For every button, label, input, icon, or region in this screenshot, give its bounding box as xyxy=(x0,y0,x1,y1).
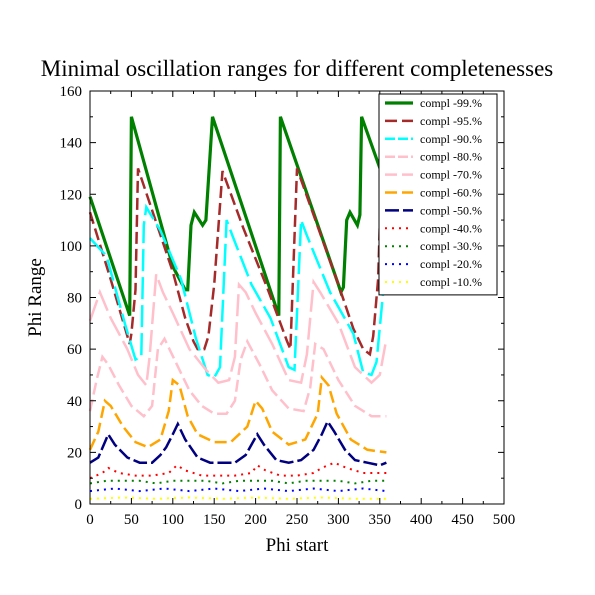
y-tick-label-1: 20 xyxy=(67,445,82,461)
legend-label-3: compl -90.% xyxy=(420,132,482,146)
x-tick-label-10: 500 xyxy=(493,512,516,528)
x-tick-label-4: 200 xyxy=(244,512,267,528)
y-tick-label-8: 160 xyxy=(60,84,83,100)
series-line-11 xyxy=(89,496,387,500)
x-tick-label-7: 350 xyxy=(369,512,392,528)
x-tick-label-2: 100 xyxy=(162,512,185,528)
y-axis-label: Phi Range xyxy=(25,258,46,337)
legend-label-2: compl -95.% xyxy=(420,114,482,128)
legend: compl -99.% compl -95.% compl -90.% compl -… xyxy=(378,93,498,296)
x-tick-label-1: 50 xyxy=(124,512,139,528)
legend-label-8: compl -40.% xyxy=(420,221,482,235)
y-tick-label-6: 120 xyxy=(60,187,83,203)
legend-label-7: compl -50.% xyxy=(420,203,482,217)
y-tick-label-0: 0 xyxy=(75,497,83,513)
legend-label-10: compl -20.% xyxy=(420,257,482,271)
legend-label-11: compl -10.% xyxy=(420,275,482,289)
series-line-9 xyxy=(89,479,387,485)
legend-label-5: compl -70.% xyxy=(420,168,482,182)
legend-box xyxy=(378,93,498,296)
x-tick-label-6: 300 xyxy=(327,512,350,528)
y-tick-label-2: 40 xyxy=(67,394,82,410)
series-line-4 xyxy=(88,273,388,389)
series-line-5 xyxy=(88,336,387,418)
series-line-3 xyxy=(89,203,388,380)
y-tick-label-5: 100 xyxy=(60,239,83,255)
legend-label-9: compl -30.% xyxy=(420,239,482,253)
y-tick-label-7: 140 xyxy=(60,136,83,152)
chart-title: Minimal oscillation ranges for different… xyxy=(41,56,554,81)
y-tick-label-4: 80 xyxy=(67,291,82,307)
series-line-6 xyxy=(88,374,387,454)
series-line-10 xyxy=(89,487,387,493)
series-line-1 xyxy=(88,116,388,317)
series-line-7 xyxy=(89,418,387,467)
x-axis-label: Phi start xyxy=(266,535,330,556)
legend-label-1: compl -99.% xyxy=(420,96,482,110)
x-tick-label-9: 450 xyxy=(451,512,474,528)
x-tick-label-8: 400 xyxy=(410,512,433,528)
x-tick-label-3: 150 xyxy=(203,512,226,528)
legend-label-6: compl -60.% xyxy=(420,186,482,200)
ticks-layer: 0 50 100 150 200 250 300 350 400 450 500 0 20 40 60 80 1… xyxy=(60,84,516,528)
x-tick-label-5: 250 xyxy=(286,512,309,528)
series-line-8 xyxy=(89,461,387,480)
x-tick-label-0: 0 xyxy=(86,512,94,528)
series-layer xyxy=(88,116,388,500)
y-tick-label-3: 60 xyxy=(67,342,82,358)
series-line-2 xyxy=(88,167,388,357)
legend-label-4: compl -80.% xyxy=(420,150,482,164)
